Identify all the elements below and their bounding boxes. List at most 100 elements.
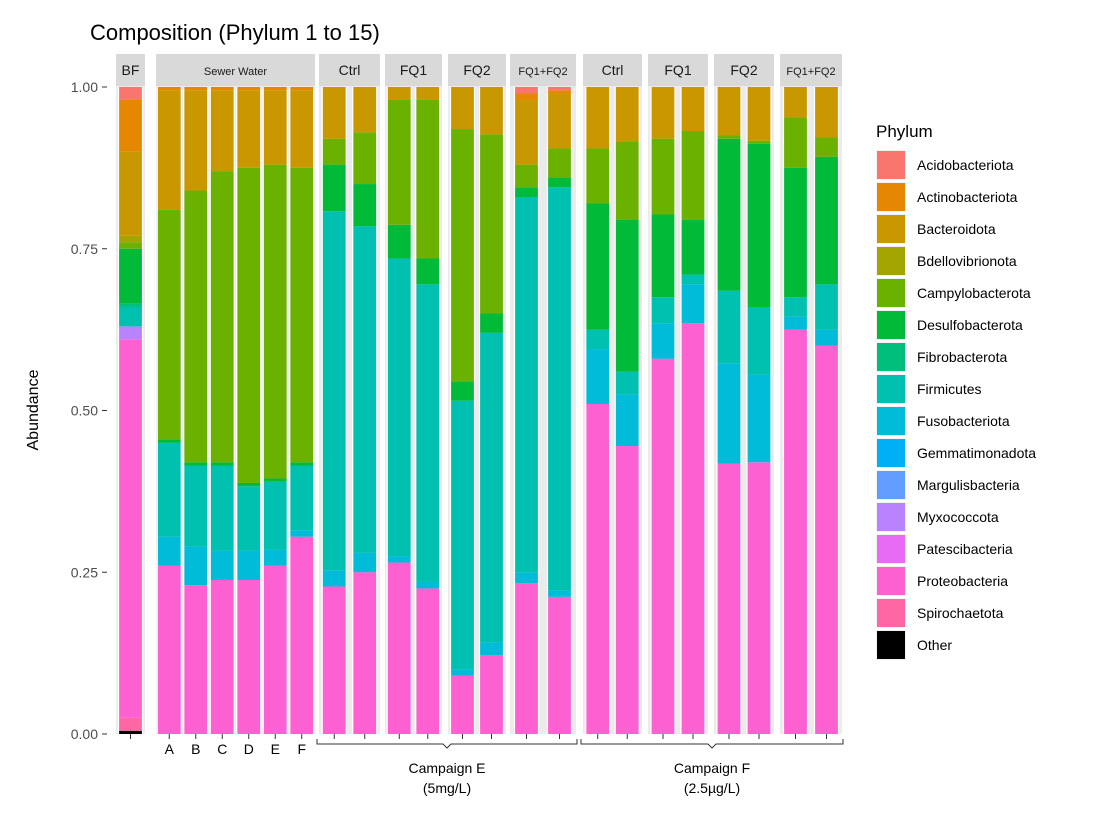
facet-panels: BF Sewer Water A B C D E F Ctrl FQ1 FQ2 FQ1+FQ2 Ctrl… — [116, 54, 842, 757]
bar-segment-firmicutes — [236, 486, 261, 551]
legend-label: Fusobacteriota — [917, 413, 1010, 429]
bar-segment-bacteroidota — [814, 87, 839, 138]
legend-swatch — [877, 471, 905, 499]
bar-segment-proteobacteria — [387, 562, 412, 734]
bar-segment-fusobacteriota — [352, 552, 377, 573]
bar-segment-firmicutes — [747, 306, 771, 375]
bar-segment-proteobacteria — [118, 339, 143, 718]
facet-bf-0: BF — [116, 54, 145, 739]
bar-segment-firmicutes — [289, 465, 314, 531]
bar-segment-desulfobacterota — [322, 164, 347, 212]
bar-segment-bacteroidota — [615, 87, 640, 142]
legend-item-desulfobacterota: Desulfobacterota — [876, 310, 1023, 340]
bar-segment-proteobacteria — [651, 358, 675, 734]
legend-item-proteobacteria: Proteobacteria — [876, 566, 1008, 596]
legend-label: Margulisbacteria — [917, 477, 1020, 493]
bar-segment-fusobacteriota — [717, 363, 741, 464]
y-tick-label: 1.00 — [71, 79, 98, 95]
bar-fq1-fq2-2 — [546, 87, 573, 734]
bar-segment-fusobacteriota — [814, 329, 839, 346]
campaign-label: Campaign E — [408, 760, 485, 776]
bar-segment-fusobacteriota — [747, 374, 771, 463]
bar-segment-campylobacterota — [387, 99, 412, 225]
campaign-sublabel: (5mg/L) — [423, 780, 471, 796]
bar-segment-spirochaetota — [118, 717, 143, 731]
facet-strip — [156, 54, 315, 86]
bar-segment-campylobacterota — [118, 242, 143, 249]
bar-segment-campylobacterota — [352, 132, 377, 185]
bar-segment-bacteroidota — [651, 87, 675, 139]
bar-segment-bacteroidota — [415, 87, 440, 100]
campaign-label: Campaign F — [674, 760, 750, 776]
legend-item-fusobacteriota: Fusobacteriota — [876, 406, 1010, 436]
bar-fq1-1 — [650, 87, 676, 734]
y-axis-title-group: Abundance — [25, 369, 42, 450]
y-tick-label: 0.00 — [71, 726, 98, 742]
facet-fq1-fq2-5: FQ1+FQ2 — [510, 54, 576, 739]
legend-label: Other — [917, 637, 952, 653]
bar-segment-desulfobacterota — [547, 177, 572, 188]
legend-swatch — [877, 535, 905, 563]
bar-segment-desulfobacterota — [352, 184, 377, 227]
facet-strip-label: FQ1 — [664, 62, 691, 78]
sample-label: B — [191, 741, 200, 757]
legend-item-gemmatimonadota: Gemmatimonadota — [876, 438, 1036, 468]
bar-segment-proteobacteria — [236, 580, 261, 734]
legend-swatch — [877, 439, 905, 467]
bar-segment-desulfobacterota — [210, 462, 235, 466]
bar-segment-campylobacterota — [814, 137, 839, 157]
bar-segment-campylobacterota — [210, 171, 235, 463]
legend-item-bdellovibrionota: Bdellovibrionota — [876, 246, 1017, 276]
bar-segment-fusobacteriota — [289, 530, 314, 537]
bar-segment-desulfobacterota — [387, 224, 412, 259]
bar-segment-fusobacteriota — [615, 394, 640, 447]
bar-segment-firmicutes — [210, 465, 235, 551]
campaign-brackets: Campaign E (5mg/L) Campaign F (2.5µg/L) — [316, 739, 844, 796]
bar-segment-bacteroidota — [322, 87, 347, 139]
bar-segment-acidobacteriota — [547, 87, 572, 91]
bar-segment-campylobacterota — [415, 99, 440, 259]
facet-strip-label: FQ2 — [463, 62, 490, 78]
legend-swatch — [877, 279, 905, 307]
bar-fq2-1 — [449, 87, 476, 734]
bar-segment-fusobacteriota — [681, 284, 705, 324]
legend-swatch — [877, 215, 905, 243]
legend-item-margulisbacteria: Margulisbacteria — [876, 470, 1020, 500]
facet-strip — [648, 54, 708, 86]
legend-item-myxococcota: Myxococcota — [876, 502, 999, 532]
bar-segment-desulfobacterota — [263, 478, 288, 482]
bar-segment-campylobacterota — [263, 164, 288, 479]
bar-segment-firmicutes — [322, 211, 347, 571]
legend-label: Firmicutes — [917, 381, 982, 397]
legend-label: Proteobacteria — [917, 573, 1008, 589]
y-tick-label: 0.50 — [71, 403, 98, 419]
bar-segment-proteobacteria — [415, 588, 440, 734]
bar-segment-proteobacteria — [263, 565, 288, 734]
bar-segment-firmicutes — [651, 297, 675, 324]
bar-segment-fusobacteriota — [210, 550, 235, 581]
bar-segment-campylobacterota — [585, 148, 610, 204]
bar-segment-proteobacteria — [352, 572, 377, 734]
legend-label: Fibrobacterota — [917, 349, 1007, 365]
bar-segment-fusobacteriota — [157, 536, 182, 566]
legend-label: Patescibacteria — [917, 541, 1013, 557]
legend-item-campylobacterota: Campylobacterota — [876, 278, 1031, 308]
legend-swatch — [877, 311, 905, 339]
bar-segment-acidobacteriota — [514, 87, 539, 94]
bar-segment-desulfobacterota — [289, 462, 314, 466]
y-tick-label: 0.75 — [71, 241, 98, 257]
campaign-campaign-f: Campaign F (2.5µg/L) — [580, 739, 844, 796]
bar-segment-fusobacteriota — [585, 349, 610, 405]
bar-ctrl-1 — [585, 87, 611, 734]
bar-segment-campylobacterota — [783, 117, 808, 168]
legend-swatch — [877, 247, 905, 275]
bar-segment-actinobacteriota — [118, 99, 143, 152]
legend-swatch — [877, 503, 905, 531]
bar-segment-firmicutes — [183, 465, 208, 547]
bar-segment-firmicutes — [783, 297, 808, 317]
bar-segment-bacteroidota — [747, 87, 771, 141]
bar-segment-campylobacterota — [514, 164, 539, 188]
bar-segment-desulfobacterota — [450, 381, 475, 401]
bar-segment-actinobacteriota — [210, 87, 235, 91]
bar-segment-actinobacteriota — [547, 90, 572, 94]
